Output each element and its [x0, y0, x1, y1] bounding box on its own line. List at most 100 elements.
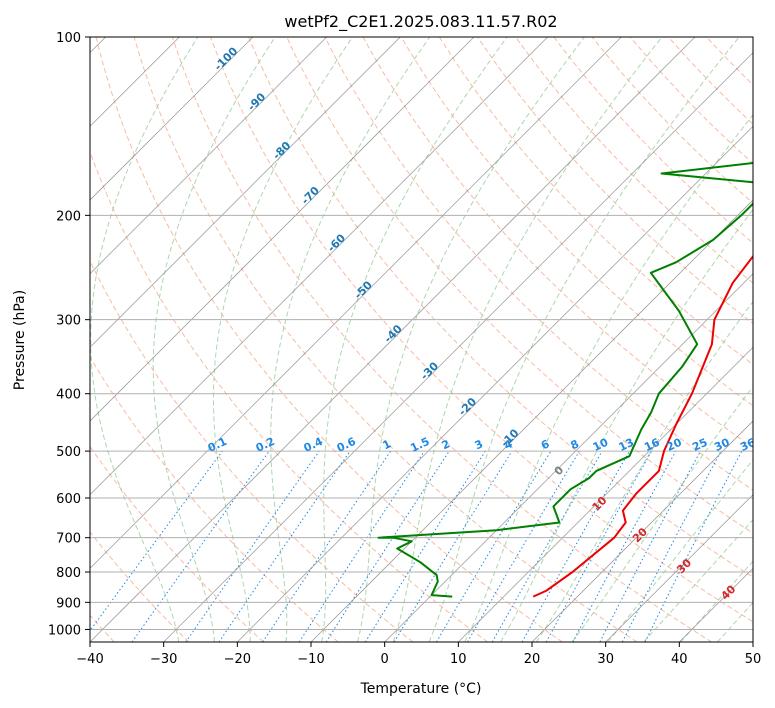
x-tick-label: 40 — [671, 652, 688, 667]
y-tick-label: 500 — [56, 445, 81, 460]
axis-ticks: −40 −30 −20 −10 0 10 20 30 40 5010020030040050060… — [48, 31, 761, 667]
skewed-isotherm-line — [90, 37, 327, 275]
moist-adiabat-line — [321, 37, 508, 642]
dry-adiabat-line — [90, 445, 264, 642]
x-tick-label: 10 — [450, 652, 467, 667]
chart-title: wetPf2_C2E1.2025.083.11.57.R02 — [284, 12, 557, 32]
isotherm-label: -50 — [352, 278, 375, 301]
mixing-ratio-label: 16 — [642, 436, 662, 454]
mixing-ratio-line — [393, 450, 513, 642]
moist-adiabat-line — [152, 37, 276, 642]
mixing-ratio-label: 1 — [381, 437, 393, 452]
mixing-ratio-label: 1.5 — [408, 435, 431, 455]
x-axis-label: Temperature (°C) — [360, 681, 482, 697]
skewed-isotherm-line — [90, 37, 254, 201]
x-tick-label: 0 — [381, 652, 389, 667]
y-tick-label: 900 — [56, 596, 81, 611]
dry-adiabat-line — [90, 531, 190, 642]
y-tick-label: 100 — [56, 31, 81, 46]
moist-adiabat-line — [716, 601, 753, 642]
moist-adiabat-line — [357, 37, 586, 642]
dry-adiabat-line — [438, 37, 753, 366]
mixing-ratio-line — [185, 450, 320, 642]
x-tick-label: 50 — [745, 652, 762, 667]
moist-adiabat-line — [392, 37, 663, 642]
mixing-ratio-label: 6 — [539, 437, 552, 452]
skewed-isotherm-line — [90, 37, 475, 422]
dry-adiabat-line — [90, 356, 339, 642]
y-tick-label: 800 — [56, 566, 81, 581]
moist-adiabat-line — [535, 300, 753, 642]
mixing-ratio-line — [435, 450, 552, 642]
x-tick-label: 30 — [597, 652, 614, 667]
x-tick-label: −10 — [297, 652, 324, 667]
mixing-ratio-line — [262, 450, 392, 642]
y-axis-label: Pressure (hPa) — [12, 290, 28, 390]
mixing-ratio-label: 2 — [440, 437, 452, 452]
moist-adiabat-line — [643, 518, 753, 642]
mixing-ratio-line — [521, 450, 630, 642]
dry-adiabat-line — [286, 37, 753, 534]
y-tick-label: 700 — [56, 532, 81, 547]
y-tick-label: 600 — [56, 492, 81, 507]
isotherm-label: -40 — [382, 322, 405, 345]
skewed-isotherm-line — [531, 420, 753, 642]
mixing-ratio-line — [545, 450, 653, 642]
dry-adiabat-line — [515, 37, 753, 284]
isotherm-label: -90 — [245, 90, 268, 113]
mixing-ratio-line — [644, 450, 743, 642]
dry-adiabat-line — [400, 37, 753, 407]
moist-adiabat-line — [680, 560, 753, 642]
mixing-ratio-label: 0.1 — [206, 435, 229, 455]
dry-adiabat-line — [591, 37, 753, 204]
y-tick-label: 200 — [56, 209, 81, 224]
dry-adiabat-line — [477, 37, 753, 325]
moist-adiabat-line — [428, 37, 740, 642]
skewed-isotherm-line — [310, 199, 753, 642]
dry-adiabat-line — [171, 37, 712, 642]
mixing-ratio-line — [90, 450, 223, 632]
mixing-ratio-label: 36 — [738, 436, 758, 454]
mixing-ratio-label: 10 — [591, 436, 611, 454]
y-tick-label: 300 — [56, 314, 81, 329]
dewpoint-line — [377, 162, 753, 598]
mixing-ratio-label: 20 — [664, 436, 684, 454]
isotherm-label: -60 — [325, 231, 348, 254]
dry-adiabat-line — [90, 259, 414, 642]
x-tick-label: 20 — [524, 652, 541, 667]
moist-adiabat-line — [500, 208, 753, 642]
isotherm-label: -80 — [270, 139, 293, 162]
skewed-isotherm-line — [163, 52, 753, 642]
dry-adiabat-line — [667, 37, 753, 125]
moist-adiabat-line — [90, 37, 199, 642]
dry-adiabat-line — [324, 37, 753, 491]
skewed-isotherm-line — [90, 37, 548, 496]
mixing-ratio-line — [621, 450, 722, 642]
dry-adiabat-line — [705, 37, 753, 86]
dry-adiabat-line — [248, 37, 753, 578]
skewed-isotherm-line — [458, 346, 753, 642]
isotherm-label: -100 — [212, 44, 241, 73]
temperature-line — [532, 254, 753, 598]
dry-adiabat-line — [133, 37, 638, 642]
skewed-isotherm-line — [90, 37, 622, 569]
x-tick-label: −30 — [150, 652, 177, 667]
dry-adiabat-line — [95, 37, 563, 642]
skewed-isotherm-line — [237, 125, 753, 642]
background-lines — [90, 37, 753, 642]
moist-adiabat-label: 10 — [590, 494, 610, 514]
x-tick-label: −40 — [76, 652, 103, 667]
mixing-ratio-label: 25 — [690, 436, 709, 454]
skewed-isotherm-line — [752, 641, 753, 642]
skewed-isotherm-line — [90, 37, 401, 348]
mixing-ratio-line — [298, 450, 425, 642]
y-tick-label: 1000 — [48, 623, 81, 638]
mixing-ratio-line — [131, 450, 270, 642]
plot-frame — [89, 36, 754, 643]
skewed-isotherm-line — [384, 273, 753, 642]
mixing-ratio-label: 0.2 — [254, 435, 277, 455]
mixing-ratio-line — [325, 450, 450, 642]
y-tick-label: 400 — [56, 388, 81, 403]
skewed-isotherm-line — [605, 494, 753, 642]
profile-lines — [377, 162, 753, 598]
